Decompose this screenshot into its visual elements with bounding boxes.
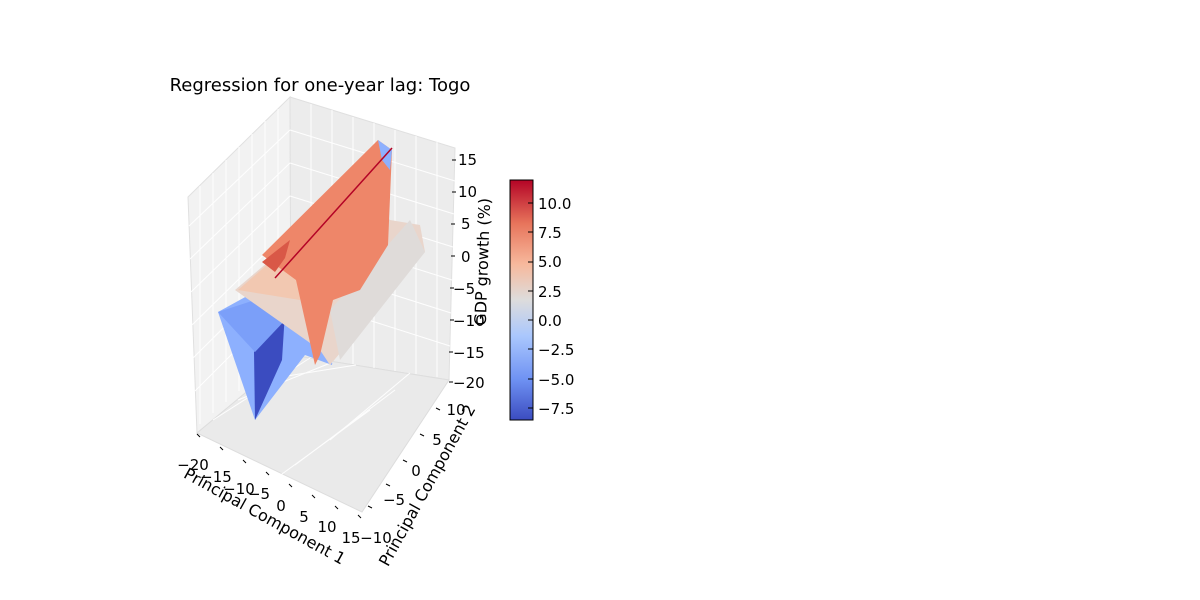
chart-title: Regression for one-year lag: Togo: [170, 75, 471, 96]
surface-dark-blue-wedge: [254, 312, 285, 420]
z-tick-labels: 15 10 5 0 −5 −10 −15 −20: [453, 151, 485, 392]
x-tick-label: −5: [248, 485, 270, 503]
z-tick-label: 10: [458, 183, 477, 201]
colorbar-tick-label: 2.5: [538, 283, 562, 301]
z-tick-label: 0: [461, 248, 471, 266]
colorbar-tick-label: −7.5: [538, 400, 574, 418]
x-tick-label: −20: [177, 456, 209, 474]
y-tick-label: 0: [411, 462, 421, 480]
colorbar-tick-label: 5.0: [538, 253, 562, 271]
z-tick-label: 5: [461, 215, 471, 233]
x-tick-label: 0: [276, 497, 286, 515]
z-tick-label: −5: [453, 280, 475, 298]
z-tick-label: 15: [458, 151, 477, 169]
axis-ticks: [196, 159, 456, 519]
y-tick-label: −5: [383, 491, 405, 509]
surface-ridge-line: [274, 147, 393, 279]
z-tick-label: −10: [453, 312, 485, 330]
colorbar-tick-label: 10.0: [538, 195, 571, 213]
colorbar-ticks: [528, 202, 533, 409]
x-tick-label: 15: [341, 529, 360, 547]
colorbar-tick-label: 7.5: [538, 224, 562, 242]
y-tick-label: 10: [446, 401, 465, 419]
colorbar-tick-label: −5.0: [538, 371, 574, 389]
y-tick-label: −10: [360, 529, 392, 547]
regression-surface: [218, 140, 425, 420]
x-tick-label: −10: [223, 480, 255, 498]
z-axis-label: GDP growth (%): [471, 198, 494, 326]
surface-gray-ridges: [330, 220, 425, 360]
colorbar-tick-label: 0.0: [538, 312, 562, 330]
z-tick-label: −20: [453, 374, 485, 392]
z-tick-label: −15: [453, 344, 485, 362]
surface-salmon-sheet: [262, 140, 392, 365]
y-tick-label: 5: [432, 431, 442, 449]
colorbar-gradient: [509, 179, 534, 421]
x-tick-label: −15: [200, 468, 232, 486]
colorbar: 10.0 7.5 5.0 2.5 0.0 −2.5 −5.0 −7.5: [509, 179, 574, 421]
x-tick-label: 5: [299, 508, 309, 526]
x-tick-labels: −20 −15 −10 −5 0 5 10 15: [177, 456, 360, 547]
y-tick-labels: −10 −5 0 5 10: [360, 401, 465, 547]
x-tick-label: 10: [317, 518, 336, 536]
colorbar-tick-label: −2.5: [538, 341, 574, 359]
surface-red-strip: [262, 240, 290, 272]
